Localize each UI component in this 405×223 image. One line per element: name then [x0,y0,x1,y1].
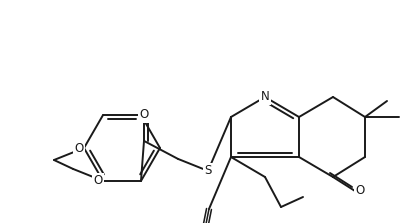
Text: O: O [139,108,148,121]
Text: N: N [260,91,269,103]
Text: O: O [354,184,363,198]
Text: O: O [75,142,84,155]
Text: S: S [204,164,211,178]
Text: O: O [94,174,103,187]
